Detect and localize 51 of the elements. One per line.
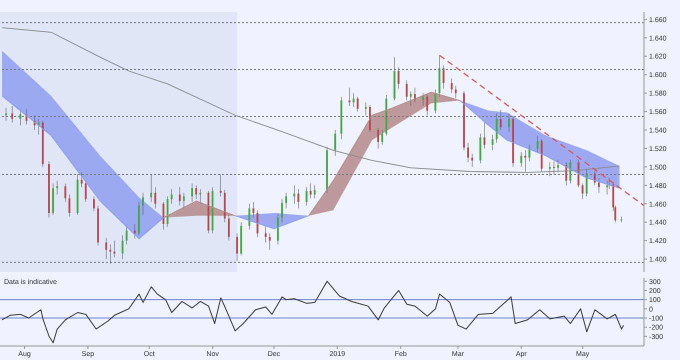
- candlestick: [578, 159, 580, 188]
- candlestick: [122, 234, 124, 260]
- line-series: [2, 280, 624, 344]
- candlestick: [582, 183, 584, 200]
- candlestick: [126, 226, 128, 245]
- candlestick: [142, 192, 144, 216]
- candlestick: [182, 192, 185, 209]
- candlestick: [369, 104, 371, 132]
- candlestick: [68, 194, 70, 217]
- candlestick: [553, 161, 555, 175]
- candlestick: [434, 89, 436, 114]
- candlestick: [410, 90, 412, 106]
- candlestick: [170, 188, 173, 204]
- candlestick: [484, 122, 486, 149]
- candlestick: [557, 159, 559, 173]
- candlestick: [442, 65, 444, 89]
- candlestick: [93, 196, 95, 212]
- candlestick: [228, 214, 230, 241]
- candlestick: [5, 108, 7, 122]
- candlestick: [422, 92, 424, 106]
- candlestick: [310, 183, 312, 199]
- candlestick: [377, 128, 380, 149]
- candlestick: [471, 154, 474, 168]
- candlestick: [277, 212, 279, 245]
- candlestick: [236, 232, 238, 262]
- candlestick: [297, 188, 300, 209]
- candlestick: [306, 186, 308, 206]
- candlestick: [492, 134, 494, 151]
- candlestick: [252, 202, 254, 218]
- candlestick: [479, 133, 482, 164]
- candlestick: [598, 178, 600, 194]
- candlestick: [281, 198, 283, 223]
- candlestick: [195, 185, 198, 200]
- candlestick: [536, 135, 539, 154]
- candlestick: [364, 102, 367, 116]
- candlestick: [134, 224, 136, 240]
- candlestick: [285, 192, 288, 209]
- candlestick: [256, 210, 258, 238]
- candlestick: [528, 144, 530, 162]
- candlestick: [19, 111, 22, 126]
- candlestick: [113, 240, 116, 258]
- candlestick: [467, 142, 469, 163]
- candlestick: [162, 202, 164, 230]
- candlestick: [348, 87, 350, 106]
- candlestick: [11, 106, 14, 123]
- candlestick: [352, 92, 355, 108]
- candlestick: [586, 168, 588, 197]
- candlestick: [191, 183, 193, 202]
- candlestick: [398, 67, 400, 89]
- candlestick: [293, 185, 296, 204]
- candlestick: [508, 113, 510, 132]
